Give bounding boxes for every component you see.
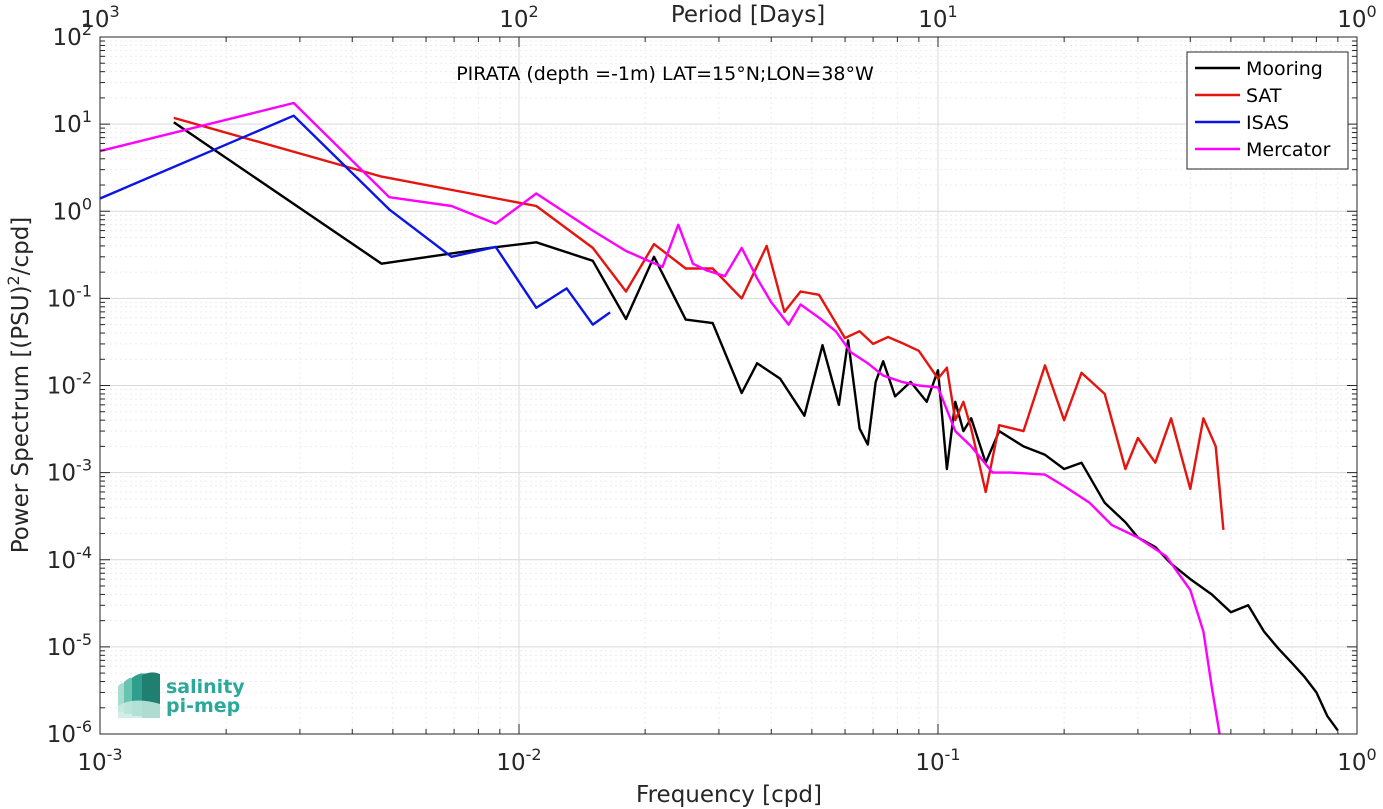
grid bbox=[100, 37, 1357, 734]
top-tick-label: 103 bbox=[80, 2, 119, 33]
y-tick-label: 10-5 bbox=[47, 630, 92, 661]
y-tick-label: 100 bbox=[53, 194, 92, 225]
series-layer bbox=[99, 101, 1339, 735]
legend-label-mooring: Mooring bbox=[1246, 58, 1323, 80]
y-tick-label: 102 bbox=[53, 20, 92, 51]
x-axis-title: Frequency [cpd] bbox=[636, 782, 822, 808]
logo-text-line1: salinity bbox=[166, 676, 245, 698]
legend-label-sat: SAT bbox=[1246, 85, 1282, 107]
legend: Mooring SAT ISAS Mercator bbox=[1186, 51, 1349, 170]
top-tick-label: 102 bbox=[499, 2, 538, 33]
series-line-isas bbox=[99, 114, 611, 326]
salinity-pi-mep-logo: salinity pi-mep bbox=[118, 672, 245, 718]
x-tick-label: 10-1 bbox=[915, 745, 960, 776]
x-tick-label: 10-3 bbox=[77, 745, 122, 776]
logo-wave-icon bbox=[118, 672, 160, 718]
y-tick-label: 10-3 bbox=[47, 456, 92, 487]
legend-label-mercator: Mercator bbox=[1246, 139, 1331, 161]
logo-text-line2: pi-mep bbox=[166, 695, 240, 717]
y-tick-label: 10-2 bbox=[47, 369, 92, 400]
top-tick-label: 101 bbox=[918, 2, 957, 33]
y-axis-title: Power Spectrum [(PSU)2/cpd] bbox=[4, 217, 34, 554]
series-line-mercator bbox=[99, 101, 1221, 735]
y-tick-label: 101 bbox=[53, 107, 92, 138]
series-line-mooring bbox=[173, 121, 1339, 732]
plot-title: PIRATA (depth =-1m) LAT=15°N;LON=38°W bbox=[456, 63, 874, 85]
y-tick-label: 10-4 bbox=[47, 543, 92, 574]
y-tick-label: 10-6 bbox=[47, 717, 92, 748]
y-tick-label: 10-1 bbox=[47, 281, 92, 312]
top-axis-title: Period [Days] bbox=[671, 2, 825, 28]
top-tick-label: 100 bbox=[1337, 2, 1376, 33]
ticks bbox=[99, 37, 1357, 735]
series-line-sat bbox=[173, 116, 1225, 531]
legend-label-isas: ISAS bbox=[1246, 112, 1289, 134]
x-tick-label: 10-2 bbox=[496, 745, 541, 776]
x-tick-label: 100 bbox=[1337, 745, 1376, 776]
